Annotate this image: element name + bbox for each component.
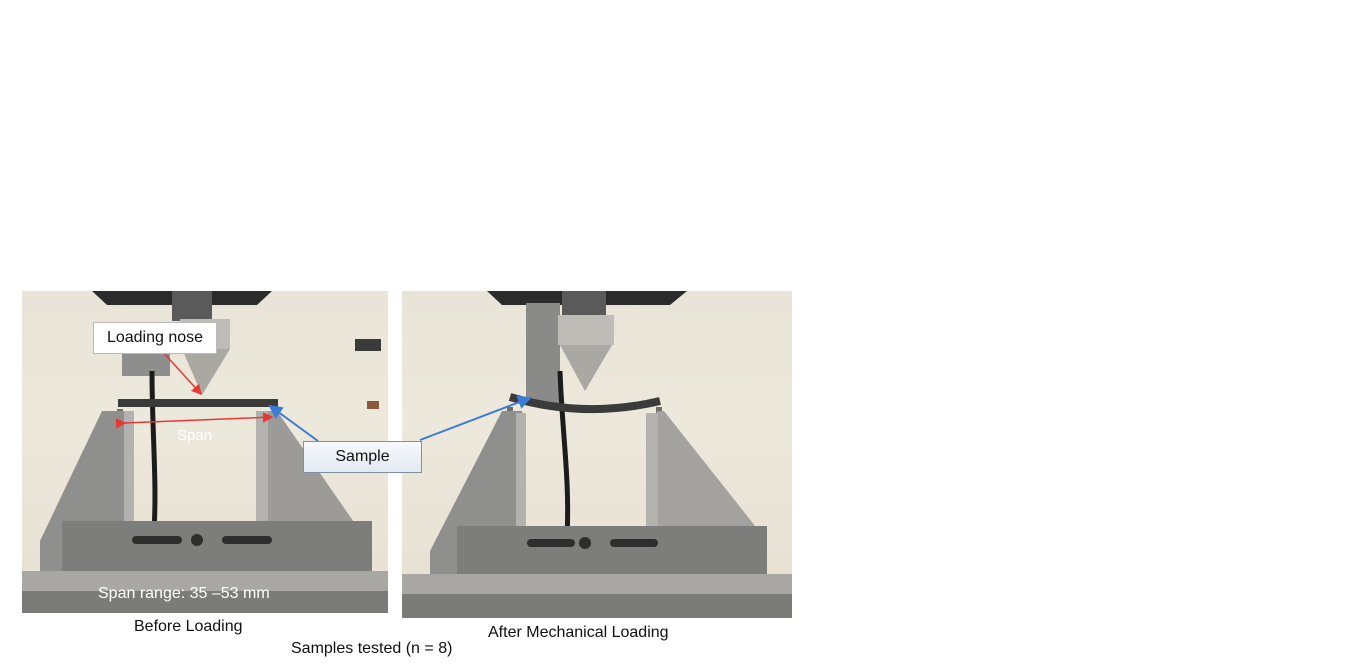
samples-tested-caption: Samples tested (n = 8) bbox=[291, 640, 453, 657]
cable bbox=[149, 370, 158, 532]
sample-arrow-right bbox=[419, 395, 532, 441]
after-loading-photo bbox=[402, 291, 792, 618]
before-loading-scene bbox=[22, 291, 388, 613]
before-loading-caption: Before Loading bbox=[134, 618, 243, 635]
ruler bbox=[22, 571, 388, 591]
span-arrow bbox=[115, 412, 274, 429]
sample-callout: Sample bbox=[303, 441, 422, 473]
wall-electrical-box bbox=[526, 303, 560, 403]
cable bbox=[557, 370, 571, 537]
loading-nose-arrow bbox=[161, 350, 203, 396]
loading-nose bbox=[560, 345, 612, 391]
after-loading-caption: After Mechanical Loading bbox=[488, 624, 669, 641]
sample-arrow-left bbox=[268, 404, 319, 442]
span-label: Span bbox=[177, 427, 213, 444]
sample-bar bbox=[118, 399, 278, 407]
span-range-label: Span range: 35 –53 mm bbox=[98, 585, 270, 602]
ruler bbox=[402, 574, 792, 594]
loading-nose-callout: Loading nose bbox=[93, 322, 217, 354]
loading-nose bbox=[182, 349, 230, 395]
